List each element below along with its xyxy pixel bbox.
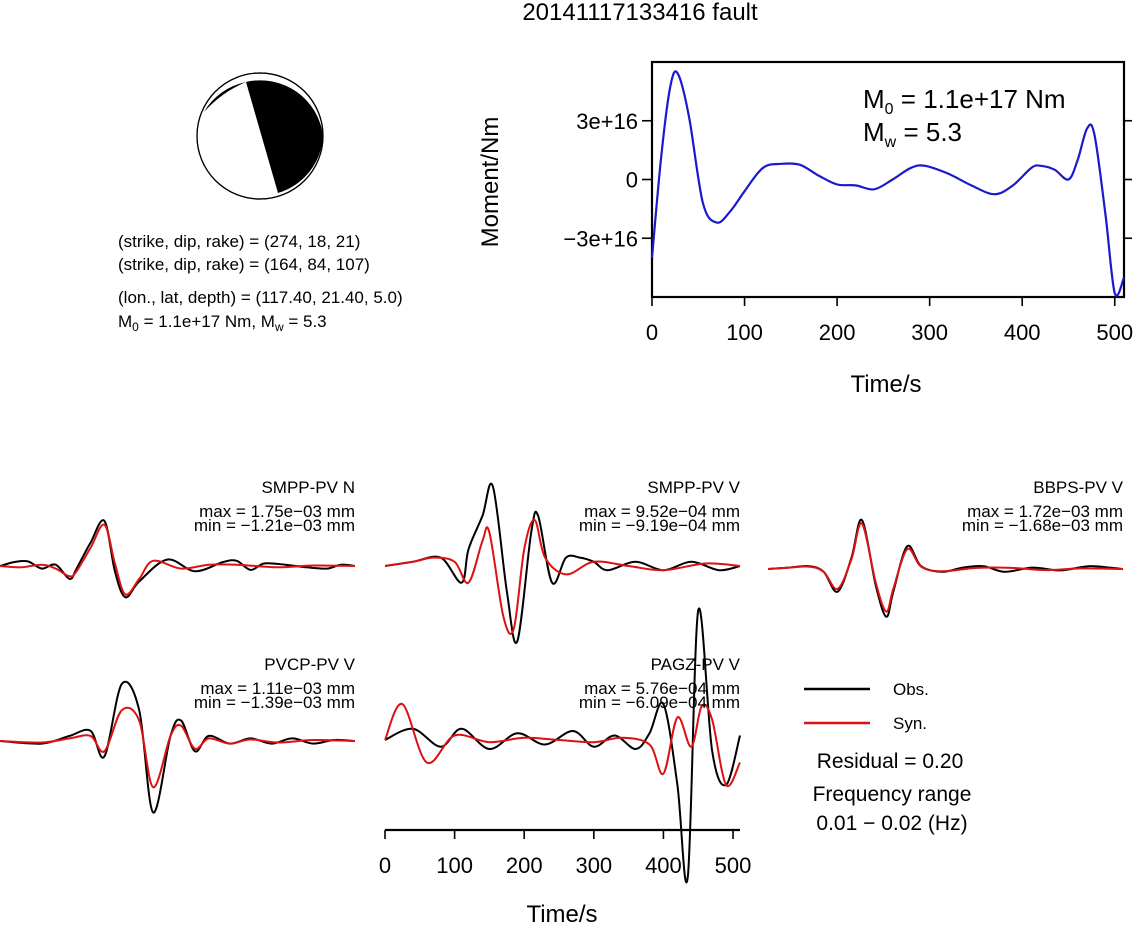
moment-x-tick-label: 0	[646, 320, 658, 345]
trace-min-label: min = −9.19e−04 mm	[579, 516, 740, 535]
trace-x-tick-label: 300	[575, 853, 612, 878]
moment-annotation-mw: Mw = 5.3	[863, 117, 962, 151]
trace-x-tick-label: 0	[379, 853, 391, 878]
frequency-range-label: Frequency range	[813, 783, 972, 806]
trace-min-label: min = −1.21e−03 mm	[194, 516, 355, 535]
focal-location: (lon., lat, depth) = (117.40, 21.40, 5.0…	[118, 288, 403, 307]
observed-trace	[0, 680, 356, 814]
moment-x-tick-label: 300	[911, 320, 948, 345]
trace-max-label: max = 1.75e−03 mm	[199, 502, 355, 521]
moment-x-tick-label: 500	[1096, 320, 1133, 345]
trace-x-tick-label: 500	[715, 853, 752, 878]
synthetic-trace	[767, 522, 1124, 613]
focal-moment: M0 = 1.1e+17 Nm, Mw = 5.3	[118, 312, 327, 334]
focal-line-1: (strike, dip, rake) = (274, 18, 21)	[118, 232, 360, 251]
synthetic-trace	[0, 706, 356, 789]
moment-plot-area: 3e+16 0 −3e+16 0 100 200 300 400 500	[563, 70, 1133, 345]
moment-x-tick-label: 400	[1004, 320, 1041, 345]
trace-x-tick-label: 100	[436, 853, 473, 878]
focal-line-2: (strike, dip, rake) = (164, 84, 107)	[118, 255, 370, 274]
trace-max-label: max = 9.52e−04 mm	[584, 502, 740, 521]
trace-station-label: PAGZ-PV V	[651, 655, 741, 674]
synthetic-trace	[384, 518, 741, 635]
moment-y-tick-label: 3e+16	[576, 109, 638, 134]
trace-station-label: SMPP-PV N	[261, 478, 355, 497]
trace-station-label: BBPS-PV V	[1033, 478, 1123, 497]
moment-y-tick-label: −3e+16	[563, 226, 638, 251]
trace-station-label: PVCP-PV V	[264, 655, 355, 674]
trace-min-label: min = −1.68e−03 mm	[962, 516, 1123, 535]
trace-max-label: max = 1.11e−03 mm	[200, 679, 355, 698]
frequency-range-value: 0.01 − 0.02 (Hz)	[816, 812, 967, 835]
trace-station-label: SMPP-PV V	[647, 478, 740, 497]
trace-min-label: min = −6.09e−04 mm	[579, 693, 740, 712]
moment-x-tick-label: 200	[819, 320, 856, 345]
trace-x-label: Time/s	[526, 901, 597, 926]
trace-min-label: min = −1.39e−03 mm	[194, 693, 355, 712]
moment-y-label: Moment/Nm	[477, 117, 504, 248]
trace-x-tick-label: 400	[645, 853, 682, 878]
moment-annotation-m0: M0 = 1.1e+17 Nm	[863, 84, 1066, 118]
moment-rate-chart: 3e+16 0 −3e+16 0 100 200 300 400 500 M0 = 1.1e+1…	[477, 60, 1133, 398]
observed-trace	[384, 607, 741, 884]
residual-label: Residual = 0.20	[817, 750, 964, 773]
synthetic-trace	[384, 703, 741, 788]
legend-obs-label: Obs.	[893, 680, 929, 699]
figure-title: 20141117133416 fault	[522, 0, 758, 26]
trace-max-label: max = 1.72e−03 mm	[967, 502, 1123, 521]
trace-x-tick-label: 200	[506, 853, 543, 878]
synthetic-trace	[0, 523, 356, 596]
legend-syn-label: Syn.	[893, 714, 927, 733]
moment-rate-line	[650, 70, 1126, 297]
observed-trace	[384, 482, 741, 644]
beachball-icon	[196, 72, 324, 200]
moment-y-tick-label: 0	[626, 168, 638, 193]
moment-x-tick-label: 100	[726, 320, 763, 345]
trace-max-label: max = 5.76e−04 mm	[584, 679, 740, 698]
legend: Obs. Syn.	[804, 680, 929, 733]
moment-x-label: Time/s	[850, 371, 921, 398]
observed-trace	[0, 519, 356, 599]
